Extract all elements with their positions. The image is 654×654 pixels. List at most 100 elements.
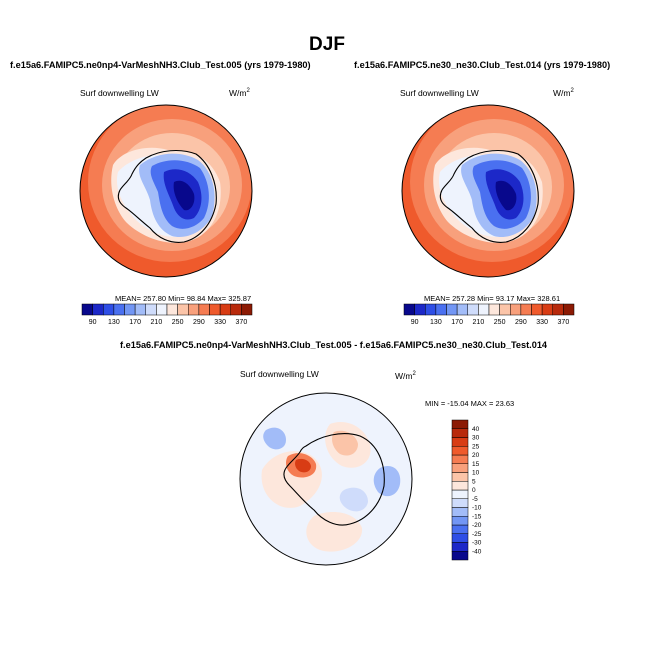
panel1-colorbar-tick-label: 90 bbox=[89, 319, 97, 326]
panel2-variable-label: Surf downwelling LW bbox=[400, 88, 479, 98]
panel1-colorbar-swatch-3 bbox=[113, 303, 125, 316]
panel3-map bbox=[239, 392, 413, 566]
panel1-colorbar: 90 130 170 210 250 290 330 370 bbox=[81, 303, 253, 326]
panel3-colorbar-tick-label: 20 bbox=[472, 452, 480, 459]
panel1-colorbar-tick-label: 250 bbox=[172, 319, 184, 326]
panel1-antarctica-coastline bbox=[117, 149, 217, 243]
panel3-colorbar-tick-label: 15 bbox=[472, 461, 480, 468]
panel1-colorbar-swatch-4 bbox=[124, 303, 136, 316]
panel3-colorbar-swatch-15 bbox=[451, 419, 469, 429]
panel3-antarctica-coastline bbox=[283, 433, 385, 526]
panel2-map bbox=[401, 104, 575, 278]
panel2-colorbar-swatch-6 bbox=[467, 303, 479, 316]
panel1-stats: MEAN= 257.80 Min= 98.84 Max= 325.87 bbox=[115, 294, 252, 303]
panel2-colorbar-swatch-0 bbox=[403, 303, 415, 316]
panel1-colorbar-swatch-14 bbox=[230, 303, 242, 316]
panel3-colorbar-tick-label: 25 bbox=[472, 443, 480, 450]
panel2-colorbar-tick-label: 170 bbox=[451, 319, 463, 326]
panel2-colorbar-tick-label: 210 bbox=[473, 319, 485, 326]
panel3-colorbar-swatch-1 bbox=[451, 542, 469, 552]
panel3-colorbar-tick-label: -30 bbox=[472, 540, 482, 547]
panel1-map-border bbox=[79, 104, 253, 278]
panel3-colorbar-tick-label: -25 bbox=[472, 531, 482, 538]
panel2-colorbar-swatch-11 bbox=[520, 303, 532, 316]
panel2-colorbar-swatch-2 bbox=[425, 303, 437, 316]
panel2-case-title: f.e15a6.FAMIPC5.ne30_ne30.Club_Test.014 … bbox=[354, 60, 611, 70]
panel3-colorbar-swatch-3 bbox=[451, 524, 469, 534]
panel3-positive-max bbox=[295, 458, 311, 473]
panel1-colorbar-swatch-12 bbox=[209, 303, 221, 316]
panel3-colorbar-swatch-9 bbox=[451, 472, 469, 482]
panel1-colorbar-tick-label: 290 bbox=[193, 319, 205, 326]
panel2-colorbar-swatch-15 bbox=[563, 303, 575, 316]
panel2-colorbar-tick-label: 90 bbox=[411, 319, 419, 326]
panel1-colorbar-swatch-6 bbox=[145, 303, 157, 316]
panel3-colorbar-tick-label: 10 bbox=[472, 470, 480, 477]
panel3-stats: MIN = -15.04 MAX = 23.63 bbox=[425, 399, 515, 408]
panel1-colorbar-tick-label: 130 bbox=[108, 319, 120, 326]
panel2-colorbar-tick-label: 130 bbox=[430, 319, 442, 326]
panel1-colorbar-swatch-11 bbox=[198, 303, 210, 316]
panel2-colorbar-swatch-10 bbox=[510, 303, 522, 316]
panel3-colorbar-swatch-4 bbox=[451, 516, 469, 526]
panel3-positive-core-north bbox=[332, 430, 358, 456]
panel1-colorbar-swatch-15 bbox=[241, 303, 253, 316]
panel1-colorbar-tick-label: 370 bbox=[236, 319, 248, 326]
panel2-stats: MEAN= 257.28 Min= 93.17 Max= 328.61 bbox=[424, 294, 561, 303]
panel1-variable-label: Surf downwelling LW bbox=[80, 88, 159, 98]
panel2-colorbar-swatch-8 bbox=[488, 303, 500, 316]
panel2-colorbar-swatch-3 bbox=[435, 303, 447, 316]
panel1-colorbar-tick-label: 170 bbox=[129, 319, 141, 326]
panel1-colorbar-swatch-10 bbox=[188, 303, 200, 316]
figure-title: DJF bbox=[309, 34, 345, 55]
panel2-colorbar-swatch-7 bbox=[478, 303, 490, 316]
panel3-colorbar-tick-label: 30 bbox=[472, 435, 480, 442]
panel1-colorbar-tick-label: 210 bbox=[151, 319, 163, 326]
panel3-map-border bbox=[239, 392, 413, 566]
panel3-colorbar-swatch-13 bbox=[451, 437, 469, 447]
panel2-units-label: W/m2 bbox=[553, 88, 574, 98]
panel2-colorbar-tick-label: 290 bbox=[515, 319, 527, 326]
panel2-colorbar-swatch-4 bbox=[446, 303, 458, 316]
panel3-colorbar-swatch-2 bbox=[451, 533, 469, 543]
panel2-colorbar: 90 130 170 210 250 290 330 370 bbox=[403, 303, 575, 326]
panel2-colorbar-swatch-13 bbox=[541, 303, 553, 316]
panel1-colorbar-swatch-5 bbox=[134, 303, 146, 316]
panel2-colorbar-swatch-14 bbox=[552, 303, 564, 316]
panel2-band-90 bbox=[495, 180, 517, 211]
panel1-colorbar-swatch-0 bbox=[81, 303, 93, 316]
panel3-colorbar-swatch-6 bbox=[451, 498, 469, 508]
panel1-colorbar-tick-label: 330 bbox=[214, 319, 226, 326]
panel3-colorbar-tick-label: -40 bbox=[472, 548, 482, 555]
panel3-positive-area-south bbox=[306, 512, 363, 552]
panel3-colorbar-tick-label: -10 bbox=[472, 505, 482, 512]
panel3-colorbar-swatch-8 bbox=[451, 481, 469, 491]
panel1-colorbar-swatch-8 bbox=[166, 303, 178, 316]
panel3-colorbar-swatch-11 bbox=[451, 454, 469, 464]
panel1-units-label: W/m2 bbox=[229, 88, 250, 98]
panel3-colorbar-swatch-14 bbox=[451, 428, 469, 438]
panel2-colorbar-swatch-5 bbox=[456, 303, 468, 316]
panel1-colorbar-swatch-13 bbox=[219, 303, 231, 316]
panel1-colorbar-swatch-9 bbox=[177, 303, 189, 316]
panel3-colorbar-swatch-7 bbox=[451, 489, 469, 499]
panel3-colorbar-tick-label: 5 bbox=[472, 478, 476, 485]
panel3-case-title: f.e15a6.FAMIPC5.ne0np4-VarMeshNH3.Club_T… bbox=[120, 340, 548, 350]
panel1-band-90 bbox=[173, 180, 195, 211]
panel3-colorbar-swatch-12 bbox=[451, 446, 469, 456]
panel3-colorbar-tick-label: -20 bbox=[472, 522, 482, 529]
panel3-colorbar-tick-label: -15 bbox=[472, 513, 482, 520]
panel3-units-label: W/m2 bbox=[395, 371, 416, 381]
panel2-colorbar-swatch-9 bbox=[499, 303, 511, 316]
panel1-colorbar-swatch-1 bbox=[92, 303, 104, 316]
panel3-colorbar-tick-label: 0 bbox=[472, 487, 476, 494]
panel1-colorbar-swatch-7 bbox=[156, 303, 168, 316]
panel2-colorbar-swatch-1 bbox=[414, 303, 426, 316]
panel2-colorbar-tick-label: 330 bbox=[536, 319, 548, 326]
panel3-colorbar-swatch-5 bbox=[451, 507, 469, 517]
panel3-colorbar-swatch-10 bbox=[451, 463, 469, 473]
panel2-antarctica-coastline bbox=[439, 149, 539, 243]
panel1-colorbar-swatch-2 bbox=[103, 303, 115, 316]
panel3-negative-area-interior bbox=[339, 487, 368, 512]
